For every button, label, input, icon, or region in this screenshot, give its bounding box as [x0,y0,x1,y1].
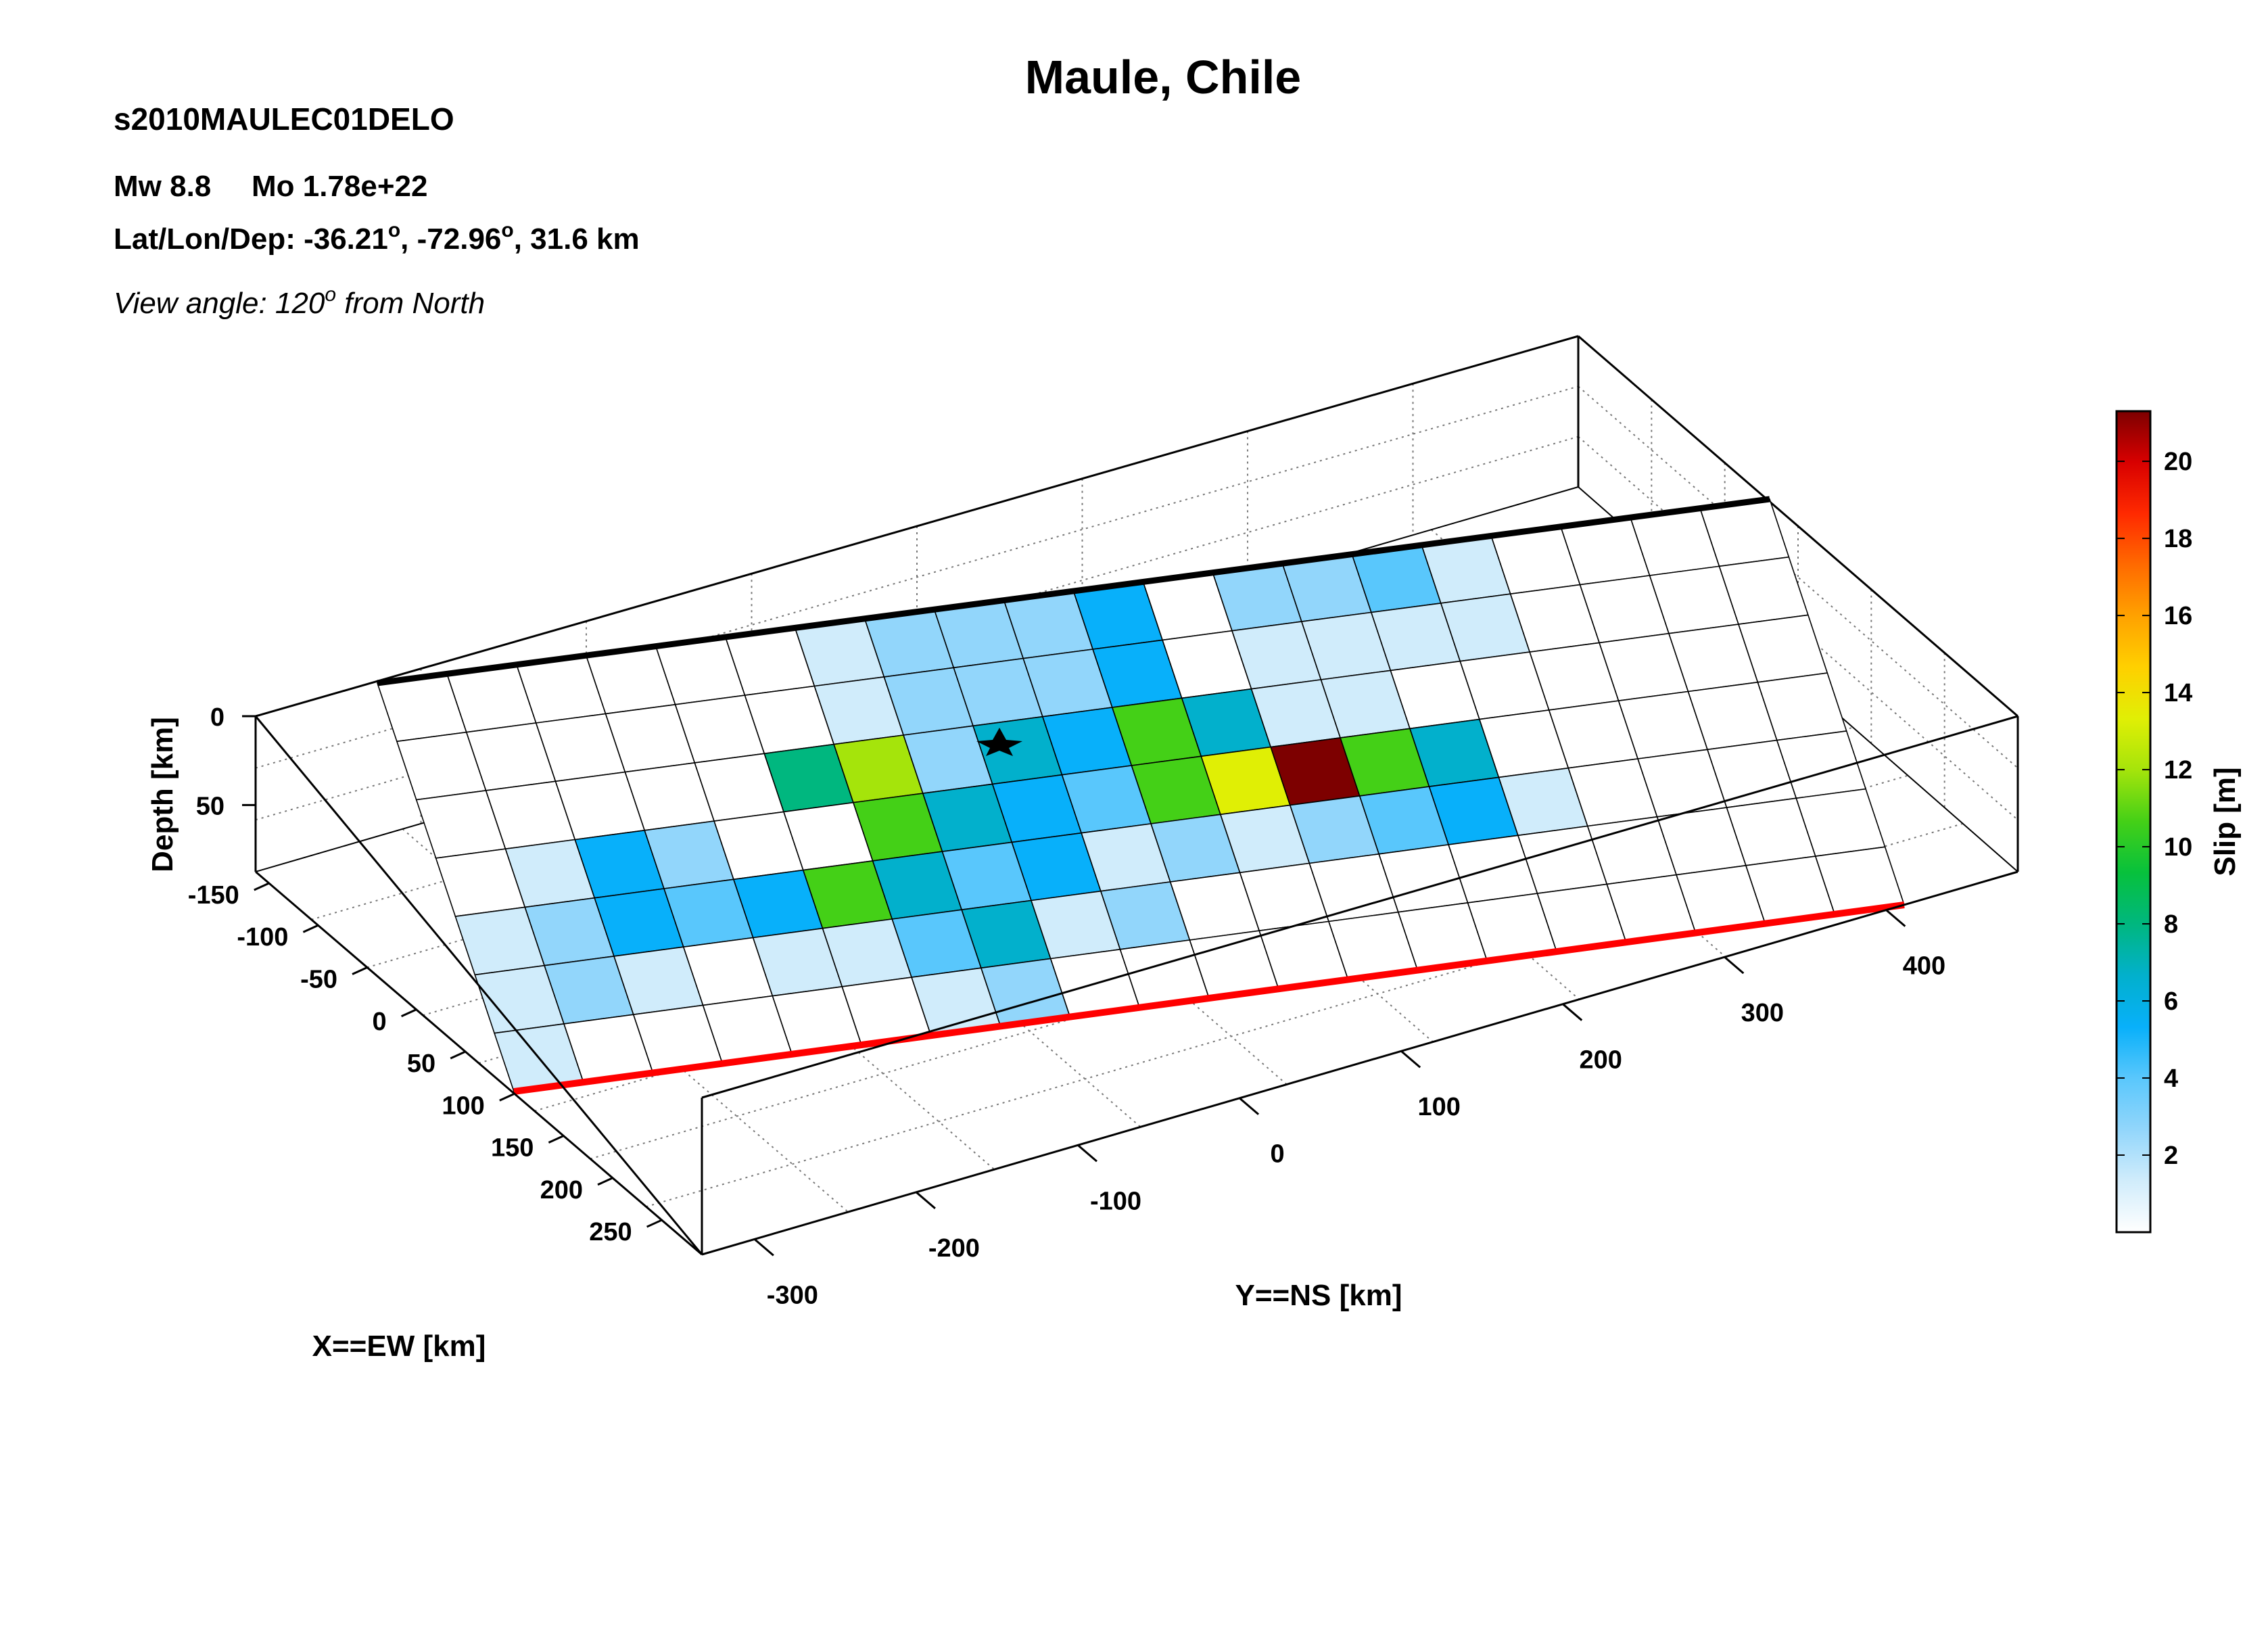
fault-bottom-edge [513,901,1905,1095]
x-tick-label: -50 [300,966,337,994]
view-angle-suffix: from North [336,287,485,320]
x-tick-label: -100 [237,923,288,952]
z-axis-label: Depth [km] [146,717,179,872]
y-axis-ticks: -300 -200 -100 0 100 200 300 400 [753,909,1945,1309]
y-tick-label: 400 [1903,952,1945,981]
x-axis-label: X==EW [km] [312,1330,486,1363]
colorbar-tick-label: 20 [2164,448,2192,476]
z-axis-ticks: 0 50 [196,703,256,820]
hypocenter-star [976,728,1022,756]
colorbar: 2 4 6 8 10 12 14 16 18 20 Slip [m] [2115,410,2242,1234]
y-tick-label: -100 [1090,1187,1141,1215]
x-tick-label: -150 [188,881,239,910]
location-lon: , -72.96 [400,222,501,256]
colorbar-tick-label: 8 [2164,910,2178,939]
y-tick-label: -200 [928,1234,980,1263]
chart-title: Maule, Chile [1025,51,1301,103]
hypocenter-marker [976,728,1022,756]
x-tick-label: 250 [589,1218,632,1246]
degree-mark: o [388,219,400,241]
colorbar-tick-label: 4 [2164,1064,2178,1093]
y-tick-label: 100 [1417,1093,1460,1121]
colorbar-tick-label: 12 [2164,756,2192,784]
x-tick-label: 50 [407,1050,435,1078]
colorbar-tick-label: 10 [2164,833,2192,862]
x-tick-label: 200 [540,1176,583,1204]
y-tick-label: 300 [1741,999,1784,1027]
fault-top-edge [377,496,1770,686]
z-tick-label: 50 [196,792,225,820]
colorbar-tick-label: 18 [2164,525,2192,553]
fault-edges [377,496,1905,1095]
x-tick-label: 0 [372,1008,386,1036]
y-tick-label: 200 [1580,1046,1622,1075]
view-angle-prefix: View angle: 120 [114,287,325,320]
fault-patches [376,498,1906,1092]
location-label: Lat/Lon/Dep: -36.21o, -72.96o, 31.6 km [114,219,640,256]
colorbar-tick-label: 14 [2164,679,2192,707]
colorbar-ticks: 2 4 6 8 10 12 14 16 18 20 [2117,448,2192,1170]
z-tick-label: 0 [210,703,225,732]
colorbar-tick-label: 6 [2164,987,2178,1016]
moment-label: Mo 1.78e+22 [252,170,428,203]
x-tick-label: 150 [491,1134,534,1163]
location-lat: Lat/Lon/Dep: -36.21 [114,222,388,256]
degree-mark: o [325,283,336,306]
colorbar-tick-label: 2 [2164,1142,2178,1170]
y-axis-label: Y==NS [km] [1235,1279,1402,1312]
colorbar-gradient [2115,410,2152,1234]
axes-box-front [254,715,2019,1256]
view-angle-label: View angle: 120o from North [114,283,485,320]
colorbar-label: Slip [m] [2208,767,2242,876]
y-tick-label: 0 [1271,1140,1285,1169]
degree-mark: o [501,219,513,241]
x-tick-label: 100 [442,1092,484,1120]
y-tick-label: -300 [767,1281,818,1309]
colorbar-tick-label: 16 [2164,602,2192,630]
event-id: s2010MAULEC01DELO [114,101,454,137]
location-dep: , 31.6 km [514,222,640,256]
magnitude-label: Mw 8.8 [114,170,211,203]
